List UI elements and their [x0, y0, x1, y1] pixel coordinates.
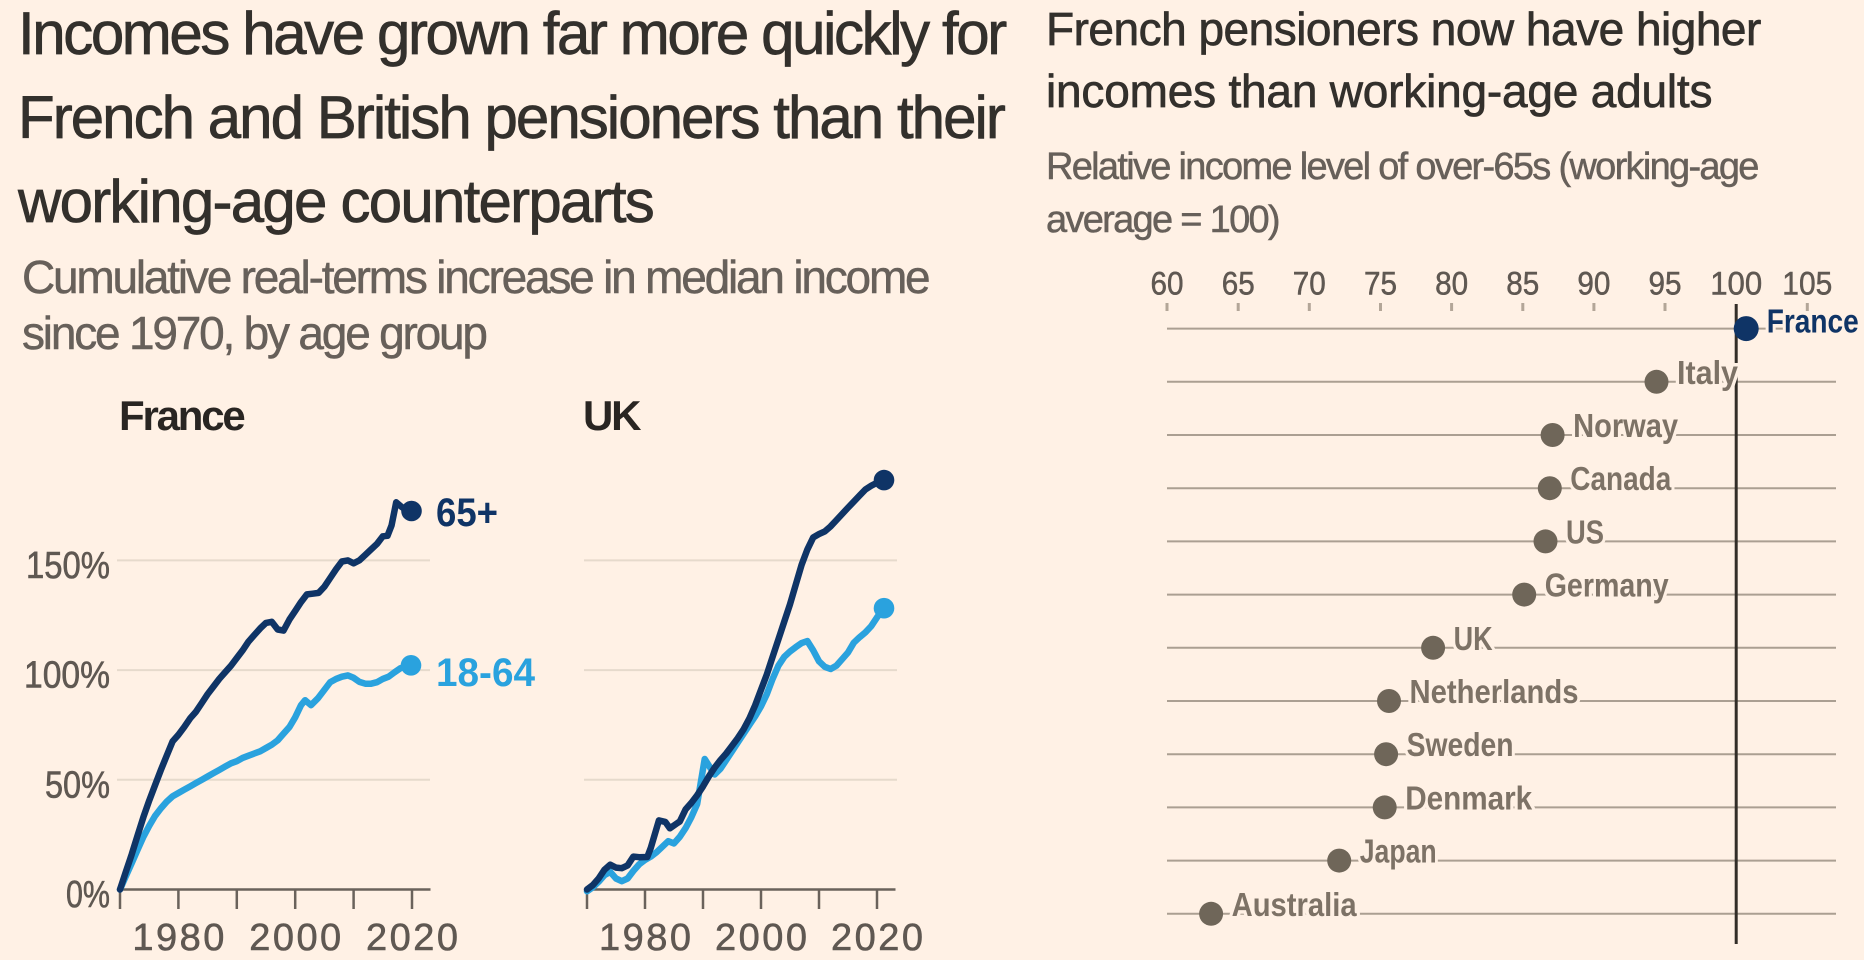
svg-text:70: 70 — [1293, 266, 1326, 302]
svg-text:150%: 150% — [26, 545, 110, 587]
svg-text:18-64: 18-64 — [436, 651, 536, 695]
svg-text:90: 90 — [1577, 266, 1610, 302]
svg-text:Sweden: Sweden — [1407, 726, 1514, 763]
svg-text:Australia: Australia — [1232, 886, 1358, 923]
svg-text:France: France — [1767, 303, 1859, 340]
svg-text:80: 80 — [1435, 266, 1468, 302]
svg-text:Germany: Germany — [1545, 567, 1670, 604]
svg-text:Italy: Italy — [1677, 354, 1739, 391]
svg-text:2020: 2020 — [366, 917, 458, 959]
svg-text:1980: 1980 — [599, 917, 691, 959]
svg-text:100: 100 — [1710, 266, 1762, 302]
svg-text:Netherlands: Netherlands — [1410, 673, 1579, 710]
svg-text:0%: 0% — [66, 874, 110, 916]
svg-text:50%: 50% — [45, 764, 110, 806]
svg-text:Denmark: Denmark — [1405, 779, 1533, 816]
svg-text:95: 95 — [1649, 266, 1682, 302]
svg-text:Norway: Norway — [1573, 407, 1679, 444]
svg-text:65+: 65+ — [436, 491, 498, 535]
svg-text:UK: UK — [1454, 620, 1493, 657]
svg-text:2000: 2000 — [249, 917, 341, 959]
svg-text:105: 105 — [1782, 266, 1832, 302]
svg-text:2000: 2000 — [715, 917, 807, 959]
svg-text:US: US — [1566, 513, 1604, 550]
svg-text:100%: 100% — [24, 655, 110, 697]
svg-text:60: 60 — [1151, 266, 1184, 302]
svg-text:1980: 1980 — [132, 917, 224, 959]
svg-text:65: 65 — [1222, 266, 1255, 302]
svg-text:Canada: Canada — [1570, 460, 1672, 497]
svg-text:85: 85 — [1506, 266, 1539, 302]
svg-text:75: 75 — [1364, 266, 1397, 302]
svg-text:2020: 2020 — [831, 917, 923, 959]
svg-text:Japan: Japan — [1360, 833, 1437, 870]
